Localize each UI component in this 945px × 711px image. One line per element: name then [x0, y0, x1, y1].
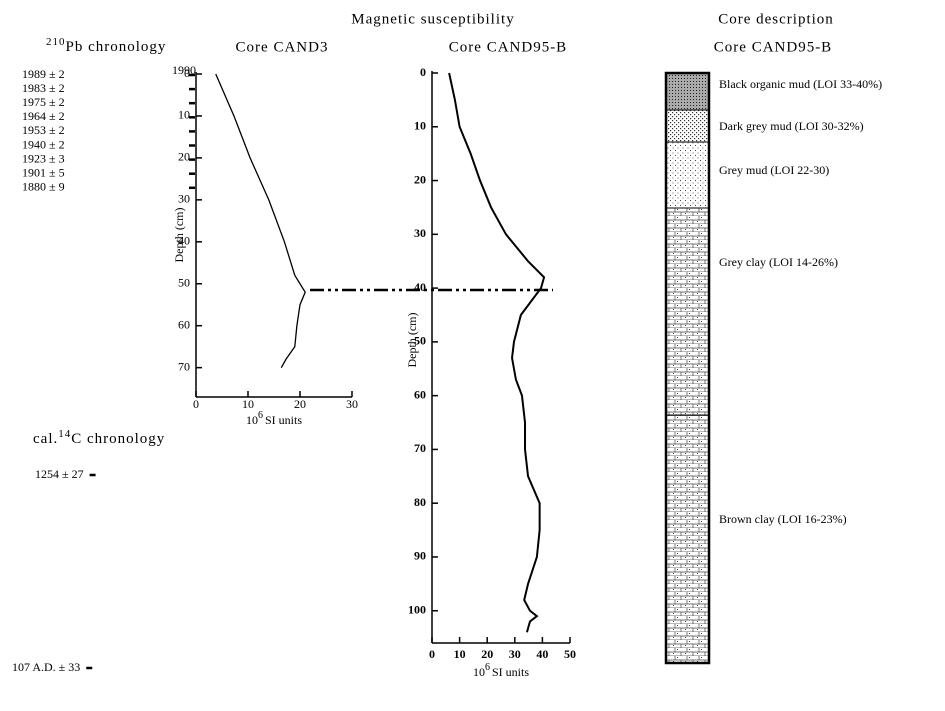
x-tick-label: 20 [294, 397, 306, 411]
y-tick-label: 70 [414, 441, 426, 455]
core-layer [665, 109, 710, 143]
y-tick-label: 60 [414, 387, 426, 401]
core-column: Black organic mud (LOI 33-40%) Dark grey … [664, 71, 882, 665]
text-part: 210 [46, 36, 66, 48]
pb-date: 1975 ± 2 [22, 95, 65, 109]
text-part: SI units [265, 413, 302, 427]
x-tick-label: 30 [346, 397, 358, 411]
text-part: C chronology [71, 431, 165, 447]
core-title: Core CAND95-B [714, 39, 832, 55]
core-layer [665, 141, 710, 209]
pb-date: 1989 ± 2 [22, 67, 65, 81]
text-part: 10 [473, 665, 485, 679]
pb-title: 210Pb chronology [46, 36, 166, 56]
x-axis-label: 106 SI units [246, 410, 302, 426]
y-tick-label: 40 [414, 280, 426, 294]
title: Core description [718, 11, 834, 27]
y-tick-label: 0 [184, 66, 190, 80]
chart-title: Core CAND95-B [449, 39, 567, 55]
data-line [448, 72, 546, 633]
title: Magnetic susceptibility [351, 11, 514, 27]
layer-label: Dark grey mud (LOI 30-32%) [719, 119, 864, 133]
pb-date: 1940 ± 2 [22, 137, 65, 151]
layer-label: Grey clay (LOI 14-26%) [719, 255, 838, 269]
y-tick-label: 100 [408, 602, 426, 616]
core-layer [665, 72, 710, 111]
text-part: cal. [33, 431, 58, 447]
pb-date: 1923 ± 3 [22, 151, 65, 165]
c14-title: cal.14C chronology [33, 428, 165, 448]
y-tick-label: 50 [414, 334, 426, 348]
layer-label: Grey mud (LOI 22-30) [719, 163, 829, 177]
text-part: SI units [492, 665, 529, 679]
y-tick-label: 60 [178, 317, 190, 331]
text-part: Pb chronology [66, 39, 167, 55]
pb-date: 1880 ± 9 [22, 180, 65, 194]
text-part: 6 [258, 410, 263, 421]
x-tick-label: 30 [509, 647, 521, 661]
text-part: 10 [246, 413, 258, 427]
y-tick-label: 40 [178, 234, 190, 248]
y-tick-label: 30 [178, 192, 190, 206]
c14-date: 1254 ± 27 [35, 467, 84, 481]
pb-date: 1964 ± 2 [22, 109, 65, 123]
core-layer [665, 414, 710, 664]
y-tick-label: 20 [178, 150, 190, 164]
pb-top-label: 1990 [172, 63, 196, 77]
x-tick-label: 50 [564, 647, 576, 661]
pb-date: 1901 ± 5 [22, 165, 65, 179]
x-tick-label: 20 [481, 647, 493, 661]
layer-label: Black organic mud (LOI 33-40%) [719, 77, 882, 91]
pb-date: 1953 ± 2 [22, 123, 65, 137]
core-layer [665, 207, 710, 416]
y-tick-label: 10 [178, 108, 190, 122]
y-axis-label: Depth (cm) [172, 208, 186, 263]
core-outline [664, 71, 711, 665]
pb-date: 1983 ± 2 [22, 81, 65, 95]
chart-title: Core CAND3 [236, 39, 329, 55]
layer-label: Brown clay (LOI 16-23%) [719, 512, 847, 526]
x-tick-label: 40 [536, 647, 548, 661]
y-axis-label: Depth (cm) [405, 313, 419, 368]
y-tick-label: 0 [420, 65, 426, 79]
c14-date: 107 A.D. ± 33 [12, 660, 80, 674]
y-tick-label: 70 [178, 359, 190, 373]
y-tick-label: 30 [414, 226, 426, 240]
y-tick-label: 90 [414, 549, 426, 563]
y-tick-label: 10 [414, 119, 426, 133]
y-tick-label: 50 [178, 275, 190, 289]
y-tick-label: 20 [414, 172, 426, 186]
text-part: 6 [485, 662, 490, 673]
x-tick-label: 0 [193, 397, 199, 411]
data-line [215, 73, 306, 368]
x-tick-label: 0 [429, 647, 435, 661]
text-part: 14 [58, 428, 71, 440]
x-tick-label: 10 [454, 647, 466, 661]
x-tick-label: 10 [242, 397, 254, 411]
x-axis-label: 106 SI units [473, 662, 529, 678]
y-tick-label: 80 [414, 495, 426, 509]
